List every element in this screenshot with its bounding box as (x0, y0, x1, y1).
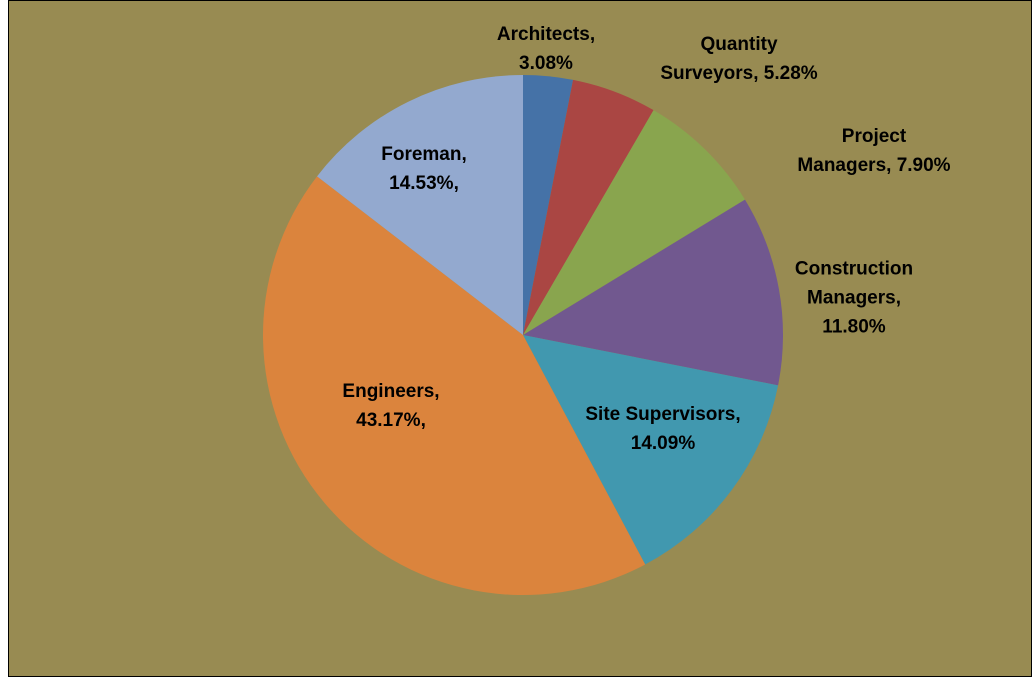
chart: Architects, 3.08% Quantity Surveyors, 5.2… (8, 0, 1032, 677)
pie-chart (263, 75, 784, 595)
pie-slice (523, 335, 779, 565)
pie-slice (317, 75, 523, 335)
slice-label: Engineers, 43.17%, (342, 381, 440, 431)
slice-label: Quantity Surveyors, 5.28% (660, 34, 818, 84)
slice-label: Site Supervisors, 14.09% (585, 404, 741, 454)
slice-label: Project Managers, 7.90% (797, 126, 951, 176)
pie-slice (523, 199, 784, 386)
pie-slice (263, 176, 646, 595)
slice-label: Foreman, 14.53%, (381, 144, 467, 194)
slice-label: Construction Managers, 11.80% (794, 258, 914, 338)
slice-label: Architects, 3.08% (496, 24, 596, 74)
pie-slice (523, 79, 654, 335)
pie-slice (523, 75, 574, 335)
pie-slice (523, 110, 745, 335)
